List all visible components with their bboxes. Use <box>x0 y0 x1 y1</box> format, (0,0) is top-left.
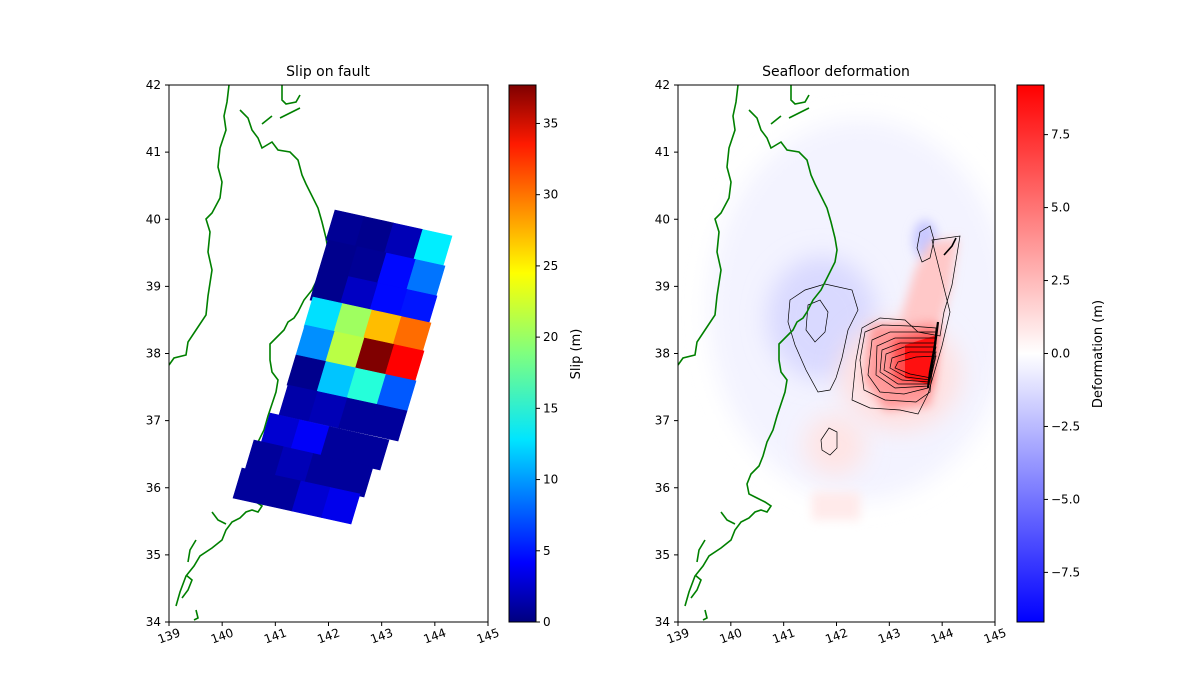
deformation-y-tick-label: 38 <box>655 347 670 361</box>
slip-y-tick-label: 42 <box>146 78 161 92</box>
slip-x-tick-label: 144 <box>422 626 448 647</box>
deformation-colorbar-tick-label: −2.5 <box>1051 419 1080 433</box>
slip-panel-title: Slip on fault <box>286 64 370 80</box>
slip-y-tick-label: 39 <box>146 279 161 293</box>
deformation-panel: Seafloor deformation <box>655 64 1106 646</box>
deformation-x-ticks: 139 140 141 142 143 144 145 <box>665 622 1008 646</box>
deformation-colorbar-tick-label: 7.5 <box>1051 128 1070 142</box>
deformation-y-tick-label: 37 <box>655 414 670 428</box>
deformation-y-ticks: 34 35 36 37 38 39 40 41 42 <box>655 78 678 629</box>
deformation-colorbar-label: Deformation (m) <box>1091 300 1106 408</box>
slip-colorbar-tick-label: 10 <box>543 473 558 487</box>
slip-colorbar-tick-label: 5 <box>543 544 551 558</box>
slip-colorbar-tick-label: 0 <box>543 615 551 629</box>
deformation-x-tick-label: 143 <box>876 626 902 647</box>
deformation-panel-title: Seafloor deformation <box>762 64 910 80</box>
slip-y-tick-label: 37 <box>146 414 161 428</box>
deformation-x-tick-label: 141 <box>771 626 797 647</box>
slip-y-tick-label: 34 <box>146 615 161 629</box>
slip-x-tick-label: 141 <box>262 626 288 647</box>
slip-y-tick-label: 41 <box>146 145 161 159</box>
deformation-colorbar-ticks: −7.5 −5.0 −2.5 0.0 2.5 5.0 7.5 <box>1044 128 1080 580</box>
deformation-y-tick-label: 36 <box>655 481 670 495</box>
deformation-y-tick-label: 34 <box>655 615 670 629</box>
deformation-x-tick-label: 140 <box>718 626 744 647</box>
slip-y-ticks: 34 35 36 37 38 39 40 41 42 <box>146 78 169 629</box>
slip-colorbar-label: Slip (m) <box>569 329 584 380</box>
deformation-colorbar-tick-label: −7.5 <box>1051 565 1080 579</box>
slip-panel: Slip on fault 139 140 141 142 143 144 145 3435… <box>146 64 584 646</box>
slip-x-tick-label: 140 <box>209 626 235 647</box>
slip-x-tick-label: 143 <box>369 626 395 647</box>
slip-colorbar-ticks: 0 5 10 15 20 25 30 35 <box>536 116 558 629</box>
slip-x-tick-label: 145 <box>475 626 501 647</box>
slip-colorbar-tick-label: 35 <box>543 116 558 130</box>
deformation-colorbar-tick-label: −5.0 <box>1051 492 1080 506</box>
slip-colorbar-tick-label: 30 <box>543 188 558 202</box>
slip-x-ticks: 139 140 141 142 143 144 145 <box>156 622 501 646</box>
slip-colorbar-tick-label: 20 <box>543 330 558 344</box>
deformation-x-tick-label: 142 <box>823 626 849 647</box>
slip-y-tick-label: 38 <box>146 347 161 361</box>
slip-x-tick-label: 142 <box>315 626 341 647</box>
deformation-colorbar-tick-label: 5.0 <box>1051 201 1070 215</box>
slip-colorbar-tick-label: 15 <box>543 401 558 415</box>
slip-y-tick-label: 35 <box>146 548 161 562</box>
deformation-colorbar-tick-label: 2.5 <box>1051 274 1070 288</box>
slip-y-tick-label: 36 <box>146 481 161 495</box>
deformation-y-tick-label: 40 <box>655 212 670 226</box>
deformation-colorbar-tick-label: 0.0 <box>1051 347 1070 361</box>
slip-colorbar <box>509 85 536 622</box>
deformation-y-tick-label: 41 <box>655 145 670 159</box>
deformation-y-tick-label: 35 <box>655 548 670 562</box>
deformation-colorbar <box>1017 85 1044 622</box>
slip-colorbar-tick-label: 25 <box>543 259 558 273</box>
deformation-x-tick-label: 145 <box>982 626 1008 647</box>
deformation-x-tick-label: 144 <box>929 626 955 647</box>
slip-y-tick-label: 40 <box>146 212 161 226</box>
deformation-y-tick-label: 42 <box>655 78 670 92</box>
deformation-y-tick-label: 39 <box>655 279 670 293</box>
